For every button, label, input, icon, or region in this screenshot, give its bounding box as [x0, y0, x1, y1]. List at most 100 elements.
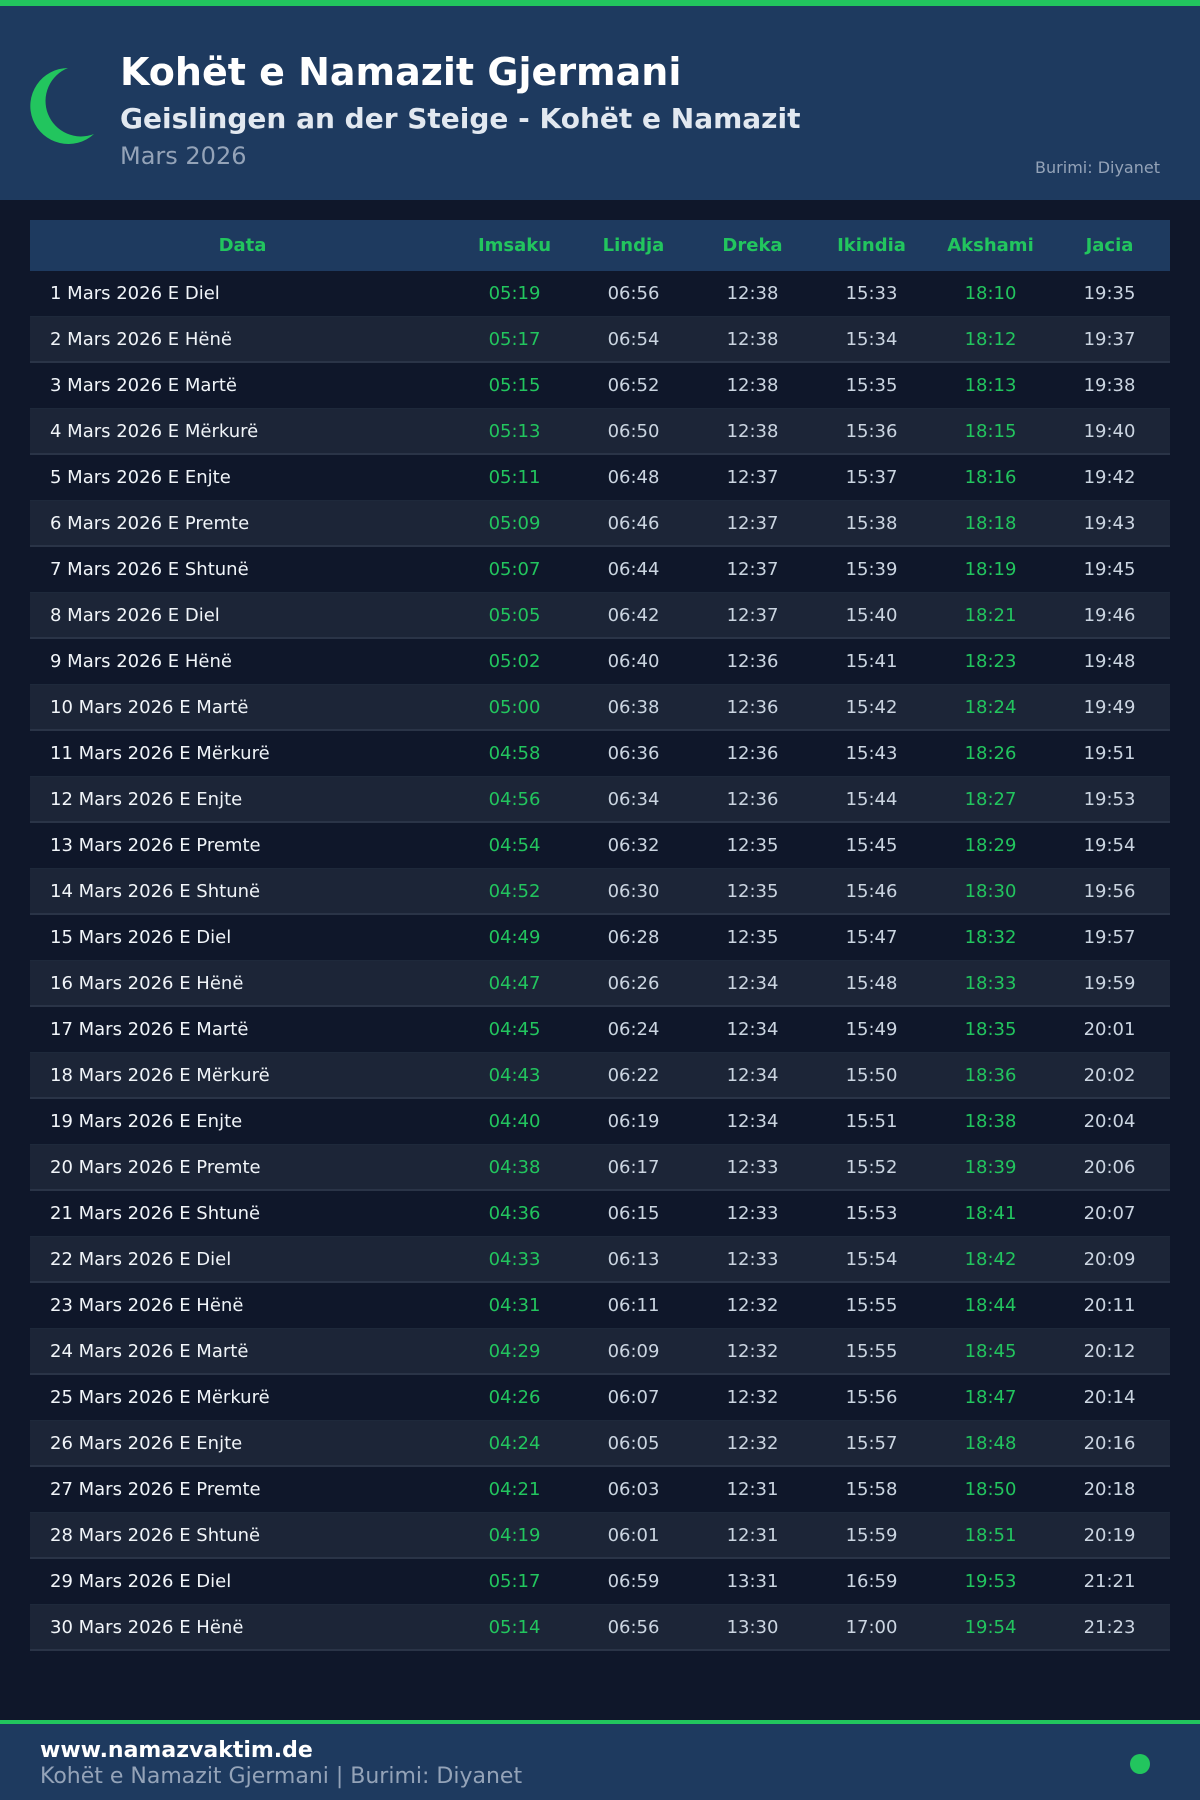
cell-ikindia: 15:59 — [845, 1524, 898, 1546]
cell-ikindia: 15:47 — [845, 927, 898, 948]
cell-lindja: 06:56 — [607, 283, 660, 304]
cell-jacia: 19:56 — [1083, 880, 1136, 902]
cell-dreka: 12:32 — [726, 1295, 779, 1316]
cell-lindja: 06:42 — [607, 604, 660, 626]
cell-jacia: 19:38 — [1083, 375, 1136, 396]
cell-dreka: 12:32 — [726, 1387, 779, 1408]
cell-jacia: 20:12 — [1083, 1340, 1136, 1362]
cell-akshami: 18:18 — [964, 512, 1017, 534]
table-row: 22 Mars 2026 E Diel 04:33 06:13 12:33 15:54 1… — [30, 1237, 1170, 1283]
cell-jacia: 20:07 — [1083, 1203, 1136, 1224]
cell-ikindia: 15:53 — [845, 1203, 898, 1224]
cell-jacia: 19:48 — [1083, 651, 1136, 672]
cell-imsaku: 04:47 — [488, 972, 541, 994]
cell-ikindia: 17:00 — [845, 1616, 898, 1638]
cell-akshami: 18:41 — [964, 1203, 1017, 1224]
page-subtitle: Geislingen an der Steige - Kohët e Namaz… — [120, 102, 801, 135]
cell-akshami: 18:48 — [964, 1432, 1017, 1454]
cell-dreka: 12:34 — [726, 972, 779, 994]
cell-data: 23 Mars 2026 E Hënë — [50, 1295, 244, 1316]
cell-dreka: 12:31 — [726, 1524, 779, 1546]
cell-ikindia: 15:41 — [845, 651, 898, 672]
table-row: 21 Mars 2026 E Shtunë 04:36 06:15 12:33 15:5… — [30, 1191, 1170, 1237]
footer-accent-bar — [0, 1720, 1200, 1724]
cell-jacia: 20:16 — [1083, 1432, 1136, 1454]
cell-akshami: 18:35 — [964, 1019, 1017, 1040]
column-header-ikindia: Ikindia — [837, 235, 906, 256]
cell-akshami: 18:36 — [964, 1064, 1017, 1086]
table-row: 12 Mars 2026 E Enjte 04:56 06:34 12:36 15:44… — [30, 777, 1170, 823]
cell-dreka: 12:36 — [726, 743, 779, 764]
table-row: 28 Mars 2026 E Shtunë 04:19 06:01 12:31 15:5… — [30, 1513, 1170, 1559]
cell-data: 13 Mars 2026 E Premte — [50, 835, 261, 856]
cell-data: 16 Mars 2026 E Hënë — [50, 972, 244, 994]
cell-jacia: 20:04 — [1083, 1111, 1136, 1132]
cell-akshami: 18:39 — [964, 1156, 1017, 1178]
cell-jacia: 19:45 — [1083, 559, 1136, 580]
cell-ikindia: 15:51 — [845, 1111, 898, 1132]
cell-jacia: 20:06 — [1083, 1156, 1136, 1178]
cell-akshami: 19:54 — [964, 1616, 1017, 1638]
cell-ikindia: 16:59 — [845, 1571, 898, 1592]
cell-data: 18 Mars 2026 E Mërkurë — [50, 1064, 270, 1086]
cell-imsaku: 05:02 — [488, 651, 541, 672]
cell-akshami: 18:26 — [964, 743, 1017, 764]
cell-jacia: 20:01 — [1083, 1019, 1136, 1040]
cell-dreka: 12:34 — [726, 1019, 779, 1040]
table-row: 20 Mars 2026 E Premte 04:38 06:17 12:33 15:5… — [30, 1145, 1170, 1191]
cell-jacia: 19:51 — [1083, 743, 1136, 764]
cell-lindja: 06:09 — [607, 1340, 660, 1362]
cell-lindja: 06:48 — [607, 467, 660, 488]
cell-dreka: 12:34 — [726, 1111, 779, 1132]
cell-imsaku: 04:29 — [488, 1340, 541, 1362]
table-row: 1 Mars 2026 E Diel 05:19 06:56 12:38 15:33 18… — [30, 271, 1170, 317]
cell-lindja: 06:11 — [607, 1295, 660, 1316]
cell-imsaku: 05:13 — [488, 420, 541, 442]
table-header: Data Imsaku Lindja Dreka Ikindia Akshami Jacia — [30, 220, 1170, 271]
cell-lindja: 06:24 — [607, 1019, 660, 1040]
cell-lindja: 06:40 — [607, 651, 660, 672]
cell-data: 10 Mars 2026 E Martë — [50, 696, 249, 718]
cell-data: 20 Mars 2026 E Premte — [50, 1156, 261, 1178]
cell-akshami: 18:44 — [964, 1295, 1017, 1316]
footer-url[interactable]: www.namazvaktim.de — [40, 1738, 313, 1763]
table-row: 2 Mars 2026 E Hënë 05:17 06:54 12:38 15:34 18… — [30, 317, 1170, 363]
cell-lindja: 06:38 — [607, 696, 660, 718]
cell-imsaku: 04:24 — [488, 1432, 541, 1454]
cell-lindja: 06:26 — [607, 972, 660, 994]
cell-ikindia: 15:40 — [845, 604, 898, 626]
table-row: 7 Mars 2026 E Shtunë 05:07 06:44 12:37 15:39… — [30, 547, 1170, 593]
page-footer: www.namazvaktim.de Kohët e Namazit Gjerm… — [0, 1724, 1200, 1800]
cell-imsaku: 04:49 — [488, 927, 541, 948]
cell-ikindia: 15:45 — [845, 835, 898, 856]
cell-data: 3 Mars 2026 E Martë — [50, 375, 237, 396]
table-row: 6 Mars 2026 E Premte 05:09 06:46 12:37 15:38… — [30, 501, 1170, 547]
cell-jacia: 19:49 — [1083, 696, 1136, 718]
cell-dreka: 12:35 — [726, 927, 779, 948]
cell-lindja: 06:50 — [607, 420, 660, 442]
cell-imsaku: 04:19 — [488, 1524, 541, 1546]
cell-imsaku: 04:36 — [488, 1203, 541, 1224]
cell-imsaku: 05:17 — [488, 1571, 541, 1592]
table-row: 29 Mars 2026 E Diel 05:17 06:59 13:31 16:59 1… — [30, 1559, 1170, 1605]
cell-ikindia: 15:37 — [845, 467, 898, 488]
column-header-jacia: Jacia — [1085, 235, 1134, 256]
cell-ikindia: 15:38 — [845, 512, 898, 534]
column-header-data: Data — [218, 235, 267, 256]
table-row: 9 Mars 2026 E Hënë 05:02 06:40 12:36 15:41 18… — [30, 639, 1170, 685]
table-body: 1 Mars 2026 E Diel 05:19 06:56 12:38 15:33 18… — [30, 271, 1170, 1651]
cell-ikindia: 15:54 — [845, 1248, 898, 1270]
cell-akshami: 18:21 — [964, 604, 1017, 626]
cell-jacia: 19:35 — [1083, 283, 1136, 304]
cell-ikindia: 15:39 — [845, 559, 898, 580]
cell-dreka: 12:38 — [726, 328, 779, 350]
cell-akshami: 18:12 — [964, 328, 1017, 350]
table-row: 24 Mars 2026 E Martë 04:29 06:09 12:32 15:55… — [30, 1329, 1170, 1375]
column-header-lindja: Lindja — [602, 235, 665, 256]
column-header-dreka: Dreka — [722, 235, 783, 256]
cell-dreka: 12:33 — [726, 1203, 779, 1224]
cell-lindja: 06:46 — [607, 512, 660, 534]
cell-lindja: 06:28 — [607, 927, 660, 948]
cell-data: 17 Mars 2026 E Martë — [50, 1019, 249, 1040]
cell-jacia: 19:40 — [1083, 420, 1136, 442]
